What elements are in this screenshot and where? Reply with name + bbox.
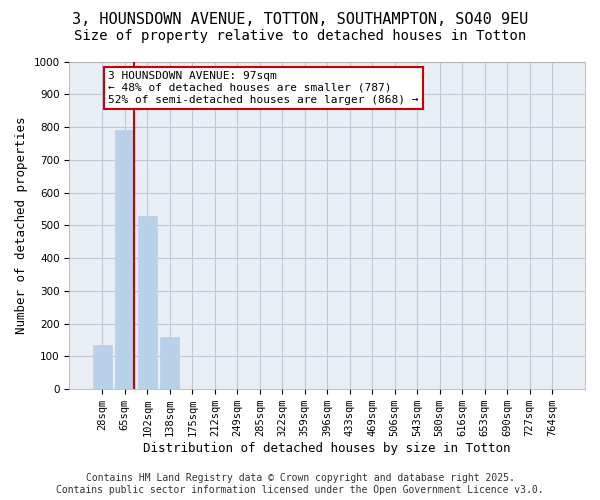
Bar — [93, 345, 112, 389]
Bar — [115, 130, 134, 389]
Text: 3 HOUNSDOWN AVENUE: 97sqm
← 48% of detached houses are smaller (787)
52% of semi: 3 HOUNSDOWN AVENUE: 97sqm ← 48% of detac… — [108, 72, 419, 104]
Text: 3, HOUNSDOWN AVENUE, TOTTON, SOUTHAMPTON, SO40 9EU: 3, HOUNSDOWN AVENUE, TOTTON, SOUTHAMPTON… — [72, 12, 528, 28]
Text: Size of property relative to detached houses in Totton: Size of property relative to detached ho… — [74, 29, 526, 43]
Bar — [160, 337, 179, 389]
X-axis label: Distribution of detached houses by size in Totton: Distribution of detached houses by size … — [143, 442, 511, 455]
Bar — [138, 216, 157, 389]
Text: Contains HM Land Registry data © Crown copyright and database right 2025.
Contai: Contains HM Land Registry data © Crown c… — [56, 474, 544, 495]
Y-axis label: Number of detached properties: Number of detached properties — [15, 116, 28, 334]
